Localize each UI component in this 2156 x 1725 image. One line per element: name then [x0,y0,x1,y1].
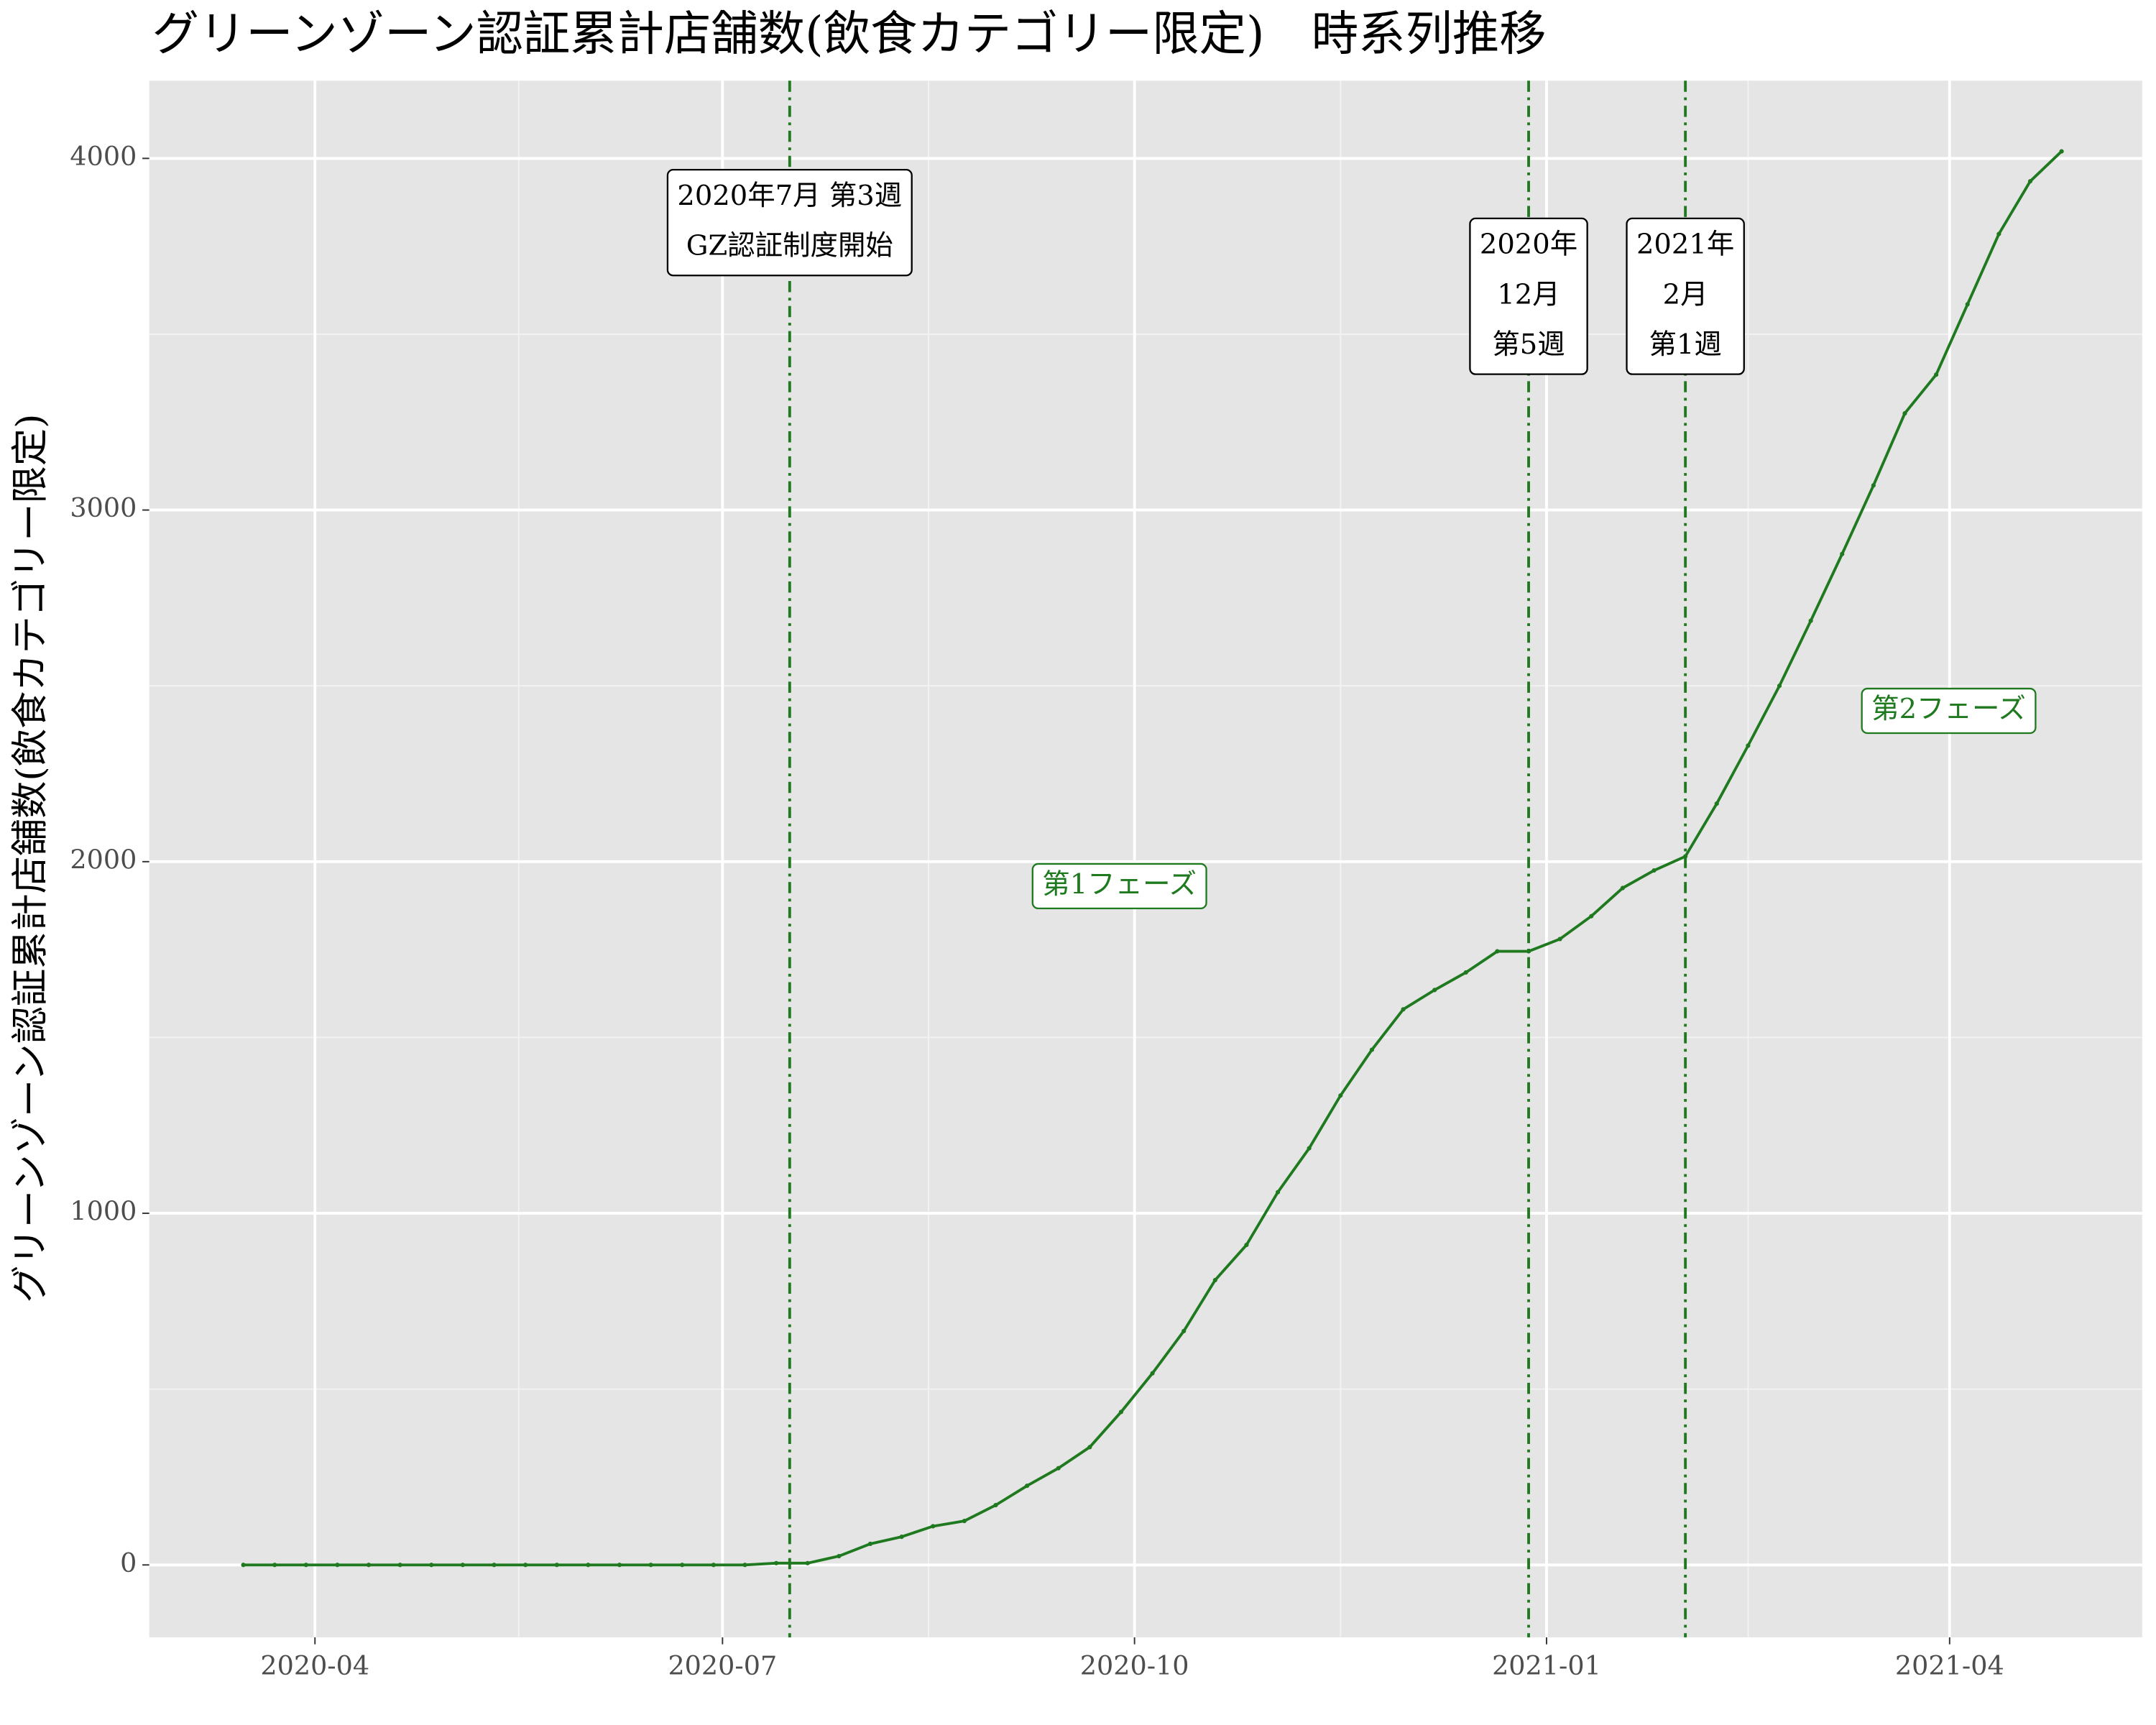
annotation-box-text: 12月 [1497,278,1560,310]
data-point [429,1563,434,1568]
data-point [303,1563,308,1568]
data-point [1965,302,1970,307]
data-point [2059,149,2064,154]
annotation-box-text: 第1週 [1649,328,1721,361]
phase-label [1861,687,2037,735]
annotation-box-text: 2020年7月 第3週 [677,180,902,212]
data-point [492,1563,497,1568]
x-tick-label: 2020-04 [260,1650,369,1681]
data-point [1338,1093,1343,1098]
data-point [962,1519,967,1524]
annotation-box [1626,217,1745,375]
data-point [1056,1466,1061,1471]
data-point [648,1563,653,1568]
chart-title: グリーンゾーン認証累計店舗数(飲食カテゴリー限定) 時系列推移 [152,6,1547,61]
data-point [1589,914,1594,919]
data-point [1244,1242,1249,1248]
data-point [1808,618,1813,623]
annotation-box-text: 2020年 [1480,229,1577,261]
y-axis-label: グリーンゾーン認証累計店舗数(飲食カテゴリー限定) [9,414,52,1303]
x-tick-label: 2021-04 [1895,1650,2004,1681]
phase-label-text: 第2フェーズ [1871,693,2026,725]
data-point [993,1503,998,1508]
data-point [1620,886,1625,891]
data-point [805,1560,810,1565]
data-point [1902,410,1907,416]
data-point [1181,1328,1187,1334]
data-point [1275,1190,1281,1195]
data-point [931,1524,936,1529]
data-point [1746,743,1751,748]
data-point [1871,483,1876,488]
data-point [1369,1047,1375,1052]
y-tick-label: 2000 [70,844,137,875]
data-point [1307,1146,1312,1151]
data-point [241,1563,246,1568]
data-point [711,1563,716,1568]
phase-label-text: 第1フェーズ [1042,868,1197,901]
y-tick-label: 0 [120,1547,137,1578]
data-point [742,1563,747,1568]
data-point [1118,1409,1124,1414]
data-point [1463,970,1468,975]
data-point [899,1535,904,1540]
data-point [1777,684,1782,689]
y-tick-label: 3000 [70,492,137,523]
data-point [1150,1371,1155,1376]
data-point [335,1563,340,1568]
x-tick-label: 2020-07 [668,1650,777,1681]
data-point [1212,1277,1217,1283]
data-point [397,1563,402,1568]
data-point [1432,988,1437,993]
data-point [774,1560,779,1565]
data-point [617,1563,622,1568]
x-tick-label: 2021-01 [1492,1650,1601,1681]
data-point [1526,949,1531,954]
data-point [1683,854,1688,859]
data-point [2027,179,2033,184]
data-point [523,1563,528,1568]
annotation-box [1469,217,1588,375]
data-point [1714,801,1719,806]
annotation-box-text: GZ認証制度開始 [686,229,893,262]
data-point [1840,551,1845,556]
y-tick-label: 1000 [70,1195,137,1226]
y-tick-label: 4000 [70,141,137,172]
data-point [1557,937,1562,942]
data-point [1996,231,2001,236]
data-point [272,1563,277,1568]
annotation-box-text: 2月 [1663,278,1708,310]
data-point [1087,1445,1092,1450]
annotation-box-text: 2021年 [1636,229,1734,261]
data-point [554,1563,559,1568]
data-point [1495,949,1500,954]
data-point [366,1563,372,1568]
data-point [1651,868,1657,873]
data-point [1025,1484,1030,1489]
data-point [1401,1007,1406,1012]
data-point [460,1563,465,1568]
plot-panel [149,80,2142,1638]
phase-label [1031,862,1207,910]
data-point [680,1563,685,1568]
annotation-box-text: 第5週 [1492,328,1565,361]
x-tick-label: 2020-10 [1080,1650,1189,1681]
data-point [1934,372,1939,377]
annotation-box [666,168,913,277]
data-point [837,1553,842,1559]
data-point [586,1563,591,1568]
data-point [867,1541,873,1547]
